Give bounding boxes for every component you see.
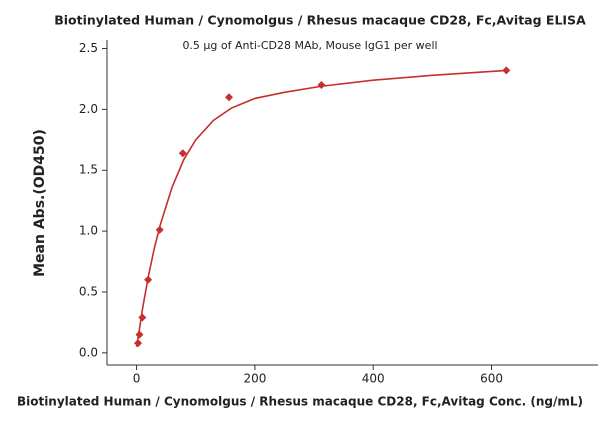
x-tick-label: 600 bbox=[480, 372, 503, 386]
data-point bbox=[225, 93, 234, 102]
x-axis-label: Biotinylated Human / Cynomolgus / Rhesus… bbox=[17, 395, 583, 409]
y-tick-label: 2.5 bbox=[79, 41, 98, 55]
y-tick-label: 0.0 bbox=[79, 345, 98, 359]
data-point bbox=[138, 313, 147, 322]
data-point bbox=[502, 66, 511, 75]
y-tick-label: 1.5 bbox=[79, 163, 98, 177]
data-point bbox=[317, 81, 326, 90]
x-tick-label: 200 bbox=[243, 372, 266, 386]
y-tick-label: 0.5 bbox=[79, 284, 98, 298]
y-tick-label: 1.0 bbox=[79, 224, 98, 238]
x-tick-label: 0 bbox=[133, 372, 141, 386]
data-point bbox=[135, 330, 144, 339]
data-point bbox=[178, 149, 187, 158]
data-point bbox=[134, 339, 143, 348]
y-tick-label: 2.0 bbox=[79, 102, 98, 116]
chart-subtitle: 0.5 µg of Anti-CD28 MAb, Mouse IgG1 per … bbox=[182, 39, 437, 52]
x-tick-label: 400 bbox=[362, 372, 385, 386]
data-point bbox=[144, 275, 153, 284]
data-point bbox=[155, 225, 164, 234]
fit-curve bbox=[135, 69, 507, 347]
y-axis-label: Mean Abs.(OD450) bbox=[32, 129, 48, 277]
chart-title: Biotinylated Human / Cynomolgus / Rhesus… bbox=[54, 13, 586, 28]
